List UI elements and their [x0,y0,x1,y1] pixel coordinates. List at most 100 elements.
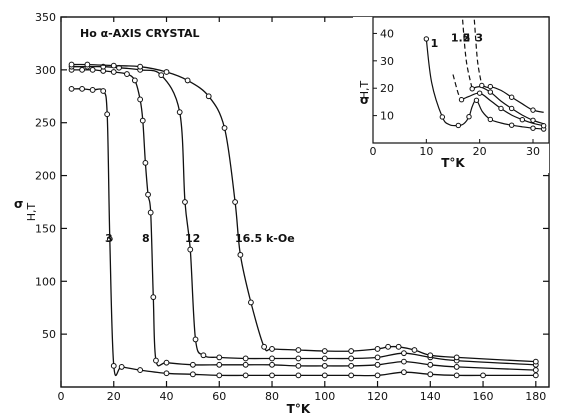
data-point [321,372,328,379]
data-point [374,354,381,361]
data-point [200,352,207,359]
inset-y-tick-label: 10 [380,110,394,123]
data-point [295,362,302,369]
data-point [348,372,355,379]
data-point [182,199,188,205]
inset-data-point [466,114,472,120]
data-point [401,358,407,365]
x-tick-label: 60 [212,390,226,403]
data-point [321,355,328,362]
y-tick-label: 300 [35,64,56,77]
x-tick-label: 40 [160,390,174,403]
data-point [348,362,355,369]
data-point [163,370,170,377]
inset-data-point [498,105,504,112]
y-axis-label: σ [14,197,23,211]
data-point [216,372,223,379]
inset-data-point [455,122,462,129]
data-point [131,77,138,84]
inset-data-point [423,36,430,42]
data-point [269,346,275,352]
y-tick-label: 100 [35,275,56,288]
curve-label: 16.5 k-Oe [235,232,295,245]
inset-curve-label: 3 [475,32,483,45]
inset-data-point [458,97,465,103]
inset-background [353,17,549,173]
y-tick-label: 150 [35,222,56,235]
inset-data-point [479,82,485,89]
inset-data-point [508,94,515,100]
inset-data-point [540,123,547,129]
data-point [104,111,111,118]
data-point [427,352,434,359]
inset-data-point [487,89,494,95]
data-point [269,361,275,368]
data-point [261,343,268,350]
chart-title: Ho α-AXIS CRYSTAL [80,27,200,40]
x-tick-label: 0 [58,390,65,403]
inset-x-axis-label: T°K [441,156,465,170]
curve-label: 12 [185,232,200,245]
data-point [137,367,144,373]
data-point [79,85,86,92]
data-point [187,246,194,253]
data-point [68,61,75,68]
data-point [110,362,117,369]
data-point [295,355,302,362]
data-point [189,371,196,378]
inset-frame [372,16,550,144]
data-point [269,355,275,362]
data-point [137,96,144,103]
x-tick-label: 20 [107,390,121,403]
data-point [137,63,144,70]
data-point [374,346,381,352]
inset-data-point [487,83,494,90]
data-point [401,369,407,376]
data-point [158,72,165,79]
inset-curve-label: 2 [463,32,471,45]
data-point [163,69,170,75]
inset-data-point [508,122,515,128]
data-point [205,93,212,100]
main-chart: 0 20 40 60 80 100 120 140 160 1805010015020025030… [14,11,550,415]
x-tick-label: 120 [367,390,388,403]
data-point [84,61,91,68]
data-point [295,347,302,353]
data-point [480,372,486,379]
x-tick-label: 140 [420,390,441,403]
x-axis-label: T°K [287,402,311,415]
data-point [374,372,381,379]
series-line [71,65,536,366]
data-point [79,66,86,73]
data-point [192,336,199,343]
inset-x-tick-label: 30 [526,145,540,158]
data-point [321,348,328,354]
data-point [124,71,130,77]
series-line [71,88,536,377]
data-point [532,358,539,365]
data-point [385,343,391,350]
data-point [242,355,249,362]
data-point [532,372,539,379]
data-point [248,299,254,306]
data-point [453,364,460,370]
data-point [68,85,75,92]
data-point [216,361,223,368]
data-point [242,372,249,379]
data-point [89,66,96,73]
inset-data-point [530,117,536,123]
x-tick-label: 80 [265,390,279,403]
data-point [139,117,146,124]
data-point [232,199,238,205]
data-point [395,343,402,350]
inset-chart: 0 10 20 30 10 20 30 40 T°K σH,T 1 1.52 3 [353,16,550,173]
inset-x-tick-label: 20 [473,145,487,158]
y-tick-label: 50 [42,328,56,341]
data-point [110,69,117,75]
data-point [118,364,125,370]
inset-x-tick-label: 0 [370,145,377,158]
inset-series-line [425,38,544,130]
inset-data-point [473,97,480,103]
x-tick-label: 100 [314,390,335,403]
data-point [184,77,191,84]
